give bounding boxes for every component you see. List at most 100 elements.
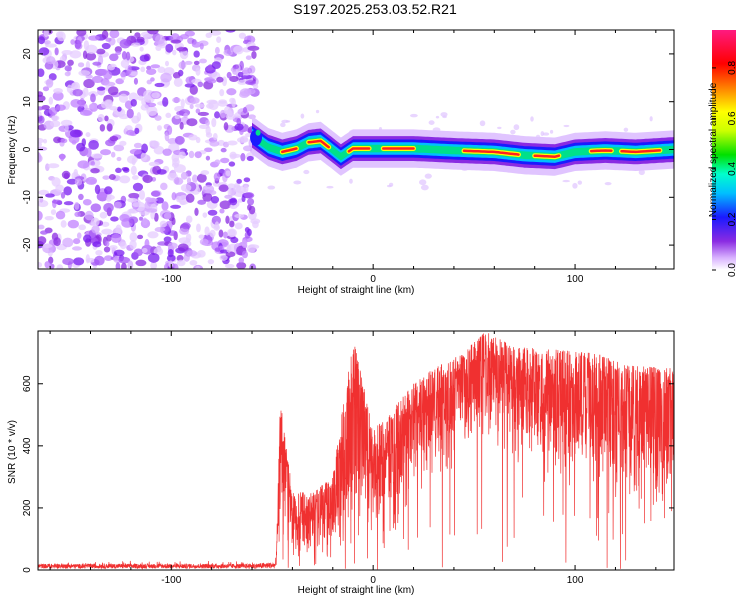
noise-speck: [540, 131, 545, 137]
noise-blob: [71, 246, 83, 251]
noise-blob: [62, 257, 74, 266]
noise-blob: [83, 78, 95, 89]
noise-blob: [79, 109, 92, 116]
snr-frame: [37, 330, 675, 571]
noise-blob: [186, 118, 198, 127]
noise-blob: [109, 30, 120, 39]
noise-blob: [129, 71, 138, 77]
noise-blob: [146, 68, 157, 75]
noise-blob: [110, 151, 116, 158]
noise-blob: [217, 100, 228, 107]
noise-blob: [85, 176, 98, 185]
noise-blob: [162, 148, 172, 156]
noise-speck: [428, 120, 435, 126]
noise-blob: [154, 227, 166, 233]
noise-blob: [195, 265, 201, 269]
noise-blob: [138, 189, 146, 200]
noise-blob: [83, 40, 90, 51]
noise-speck: [638, 169, 645, 176]
noise-blob: [131, 42, 141, 47]
ridge-peak: [620, 149, 662, 154]
noise-blob: [91, 75, 104, 84]
noise-blob: [38, 36, 45, 45]
noise-blob: [180, 98, 185, 109]
noise-blob: [191, 174, 198, 183]
noise-blob: [46, 56, 56, 65]
noise-blob: [117, 106, 122, 112]
noise-blob: [186, 177, 192, 185]
noise-blob: [242, 106, 248, 114]
noise-blob: [109, 106, 118, 111]
noise-blob: [214, 159, 221, 165]
noise-speck: [349, 178, 353, 184]
noise-blob: [184, 83, 195, 88]
noise-blob: [161, 201, 169, 211]
noise-blob: [160, 182, 168, 191]
noise-speck: [479, 120, 486, 127]
noise-blob: [90, 203, 102, 213]
noise-blob: [72, 238, 81, 245]
noise-blob: [140, 66, 146, 73]
noise-blob: [194, 103, 205, 108]
noise-blob: [45, 43, 57, 48]
noise-blob: [88, 35, 100, 41]
noise-blob: [206, 103, 214, 109]
noise-speck: [315, 109, 320, 114]
noise-blob: [227, 140, 238, 146]
colorbar-label: Normalized spectral amplitude: [708, 82, 719, 217]
noise-speck: [549, 129, 554, 134]
noise-blob: [60, 153, 65, 162]
noise-blob: [100, 149, 112, 156]
noise-blob: [73, 257, 85, 266]
noise-blob: [193, 60, 200, 65]
noise-blob: [243, 192, 255, 199]
noise-blob: [118, 256, 131, 264]
noise-blob: [108, 174, 116, 181]
noise-speck: [281, 119, 289, 124]
noise-speck: [424, 173, 432, 179]
noise-blob: [105, 99, 114, 108]
noise-blob: [230, 237, 239, 244]
noise-blob: [99, 124, 106, 132]
noise-blob: [101, 221, 110, 227]
noise-blob: [113, 249, 125, 257]
noise-blob: [94, 255, 105, 266]
noise-blob: [45, 193, 55, 198]
y-tick-label: 20: [22, 48, 33, 60]
noise-speck: [577, 180, 583, 185]
noise-speck: [409, 113, 418, 118]
noise-blob: [38, 106, 45, 111]
noise-blob: [50, 209, 57, 215]
noise-blob: [210, 196, 220, 204]
noise-blob: [77, 62, 85, 68]
noise-blob: [157, 66, 166, 74]
noise-blob: [129, 232, 138, 242]
noise-blob: [118, 93, 129, 103]
noise-blob: [209, 140, 220, 147]
noise-blob: [137, 95, 144, 101]
noise-blob: [198, 234, 205, 239]
noise-blob: [129, 239, 137, 250]
noise-blob: [142, 174, 153, 184]
noise-blob: [183, 112, 188, 119]
noise-blob: [85, 52, 97, 61]
x-tick-label: 100: [567, 274, 584, 285]
noise-blob: [142, 217, 148, 226]
noise-blob: [52, 91, 64, 101]
noise-blob: [228, 229, 236, 238]
noise-blob: [135, 259, 147, 267]
noise-blob: [48, 107, 58, 116]
noise-blob: [133, 248, 143, 257]
noise-blob: [148, 161, 160, 167]
noise-blob: [229, 204, 238, 210]
noise-blob: [162, 97, 169, 107]
y-tick-label: 200: [22, 499, 33, 516]
noise-blob: [42, 243, 53, 248]
noise-blob: [127, 197, 138, 203]
colorbar-tick-label: 0.6: [727, 111, 738, 125]
noise-blob: [38, 262, 43, 268]
noise-blob: [48, 96, 54, 105]
noise-blob: [57, 31, 66, 42]
ridge-peak: [347, 147, 371, 153]
noise-blob: [61, 170, 71, 179]
